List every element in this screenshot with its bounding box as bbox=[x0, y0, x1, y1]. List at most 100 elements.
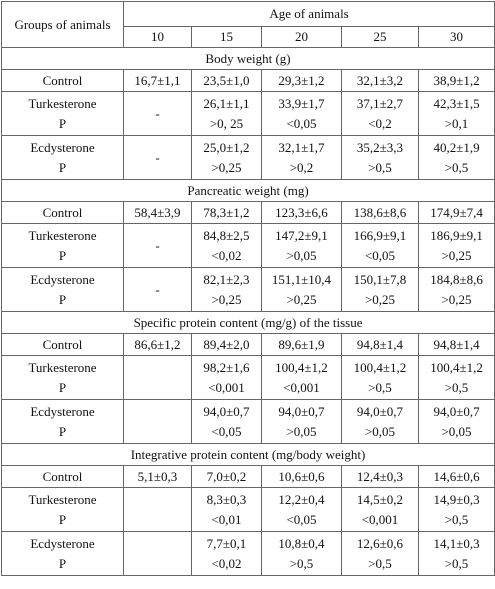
value-cell: 100,4±1,2 >0,5 bbox=[417, 355, 495, 400]
value-cell: 25,0±1,2 >0,25 bbox=[191, 135, 262, 180]
p-value: >0,2 bbox=[289, 159, 314, 175]
group-cell: Turkesterone P bbox=[1, 487, 124, 532]
age-cell: 10 bbox=[123, 26, 192, 48]
p-label: P bbox=[58, 555, 67, 571]
value-cell bbox=[123, 399, 192, 444]
section-row: Specific protein content (mg/g) of the t… bbox=[0, 311, 495, 334]
value: 166,9±9,1 bbox=[353, 227, 407, 243]
group-name: Control bbox=[42, 468, 83, 484]
p-value: >0,5 bbox=[444, 159, 469, 175]
value-cell: 10,6±0,6 bbox=[261, 465, 342, 488]
value: 7,7±0,1 bbox=[206, 535, 247, 551]
p-label: P bbox=[58, 511, 67, 527]
value: 26,1±1,1 bbox=[203, 95, 250, 111]
group-cell: Control bbox=[1, 465, 124, 488]
value-cell: 89,4±2,0 bbox=[191, 333, 262, 356]
group-cell: Ecdysterone P bbox=[1, 135, 124, 180]
value-cell: 151,1±10,4 >0,25 bbox=[261, 267, 342, 312]
value: 94,0±0,7 bbox=[203, 403, 250, 419]
group-cell: Turkesterone P bbox=[1, 223, 124, 268]
value: 78,3±1,2 bbox=[203, 204, 250, 220]
p-value: >0,25 bbox=[441, 291, 472, 307]
group-name: Ecdysterone bbox=[30, 403, 95, 419]
value-cell: 98,2±1,6 <0,001 bbox=[191, 355, 262, 400]
p-value: >0,5 bbox=[444, 555, 469, 571]
p-value: >0,5 bbox=[289, 555, 314, 571]
value: 94,8±1,4 bbox=[433, 336, 480, 352]
p-value: >0,05 bbox=[441, 423, 472, 439]
value-cell: 8,3±0,3 <0,01 bbox=[191, 487, 262, 532]
p-value: >0,5 bbox=[368, 555, 392, 571]
value-cell: 58,4±3,9 bbox=[123, 201, 192, 224]
value: 23,5±1,0 bbox=[203, 72, 250, 88]
p-value: >0,5 bbox=[368, 159, 392, 175]
data-row: Ecdysterone P - 25,0±1,2 >0,25 32,1±1,7 >0,2 35… bbox=[1, 135, 495, 180]
value: 100,4±1,2 bbox=[353, 359, 407, 375]
group-name: Turkesterone bbox=[28, 359, 97, 375]
data-row: Control 5,1±0,3 7,0±0,2 10,6±0,6 12,4±0,3 14,… bbox=[1, 465, 495, 488]
p-value: <0,05 bbox=[286, 511, 317, 527]
value-cell: 7,7±0,1 <0,02 bbox=[191, 531, 262, 576]
value-cell: 12,6±0,6 >0,5 bbox=[341, 531, 419, 576]
value: - bbox=[155, 237, 160, 253]
value-cell bbox=[123, 531, 192, 576]
data-row: Control 58,4±3,9 78,3±1,2 123,3±6,6 138,6±8,… bbox=[1, 201, 495, 224]
value-cell: 40,2±1,9 >0,5 bbox=[417, 135, 495, 180]
value: 58,4±3,9 bbox=[134, 204, 181, 220]
data-table: Groups of animals Age of animals 10 15 20 25 3… bbox=[0, 1, 495, 576]
value-cell: - bbox=[123, 135, 192, 180]
section-row: Integrative protein content (mg/body wei… bbox=[0, 443, 495, 466]
value-cell: 35,2±3,3 >0,5 bbox=[341, 135, 419, 180]
value: 186,9±9,1 bbox=[430, 227, 483, 243]
value-cell: 38,9±1,2 bbox=[417, 69, 495, 92]
p-value: <0,05 bbox=[286, 115, 317, 131]
value-cell: 78,3±1,2 bbox=[191, 201, 262, 224]
value-cell: 94,8±1,4 bbox=[341, 333, 419, 356]
p-value: >0,25 bbox=[211, 159, 242, 175]
section-row: Body weight (g) bbox=[0, 47, 495, 70]
value: 14,5±0,2 bbox=[356, 491, 404, 507]
value-cell: 26,1±1,1 >0, 25 bbox=[191, 91, 262, 136]
p-value: >0,5 bbox=[444, 379, 469, 395]
value-cell: 29,3±1,2 bbox=[261, 69, 342, 92]
group-name: Ecdysterone bbox=[30, 139, 95, 155]
group-cell: Control bbox=[1, 69, 124, 92]
p-label: P bbox=[58, 247, 67, 263]
p-value: >0,05 bbox=[286, 247, 317, 263]
value-cell: 7,0±0,2 bbox=[191, 465, 262, 488]
value-cell: 23,5±1,0 bbox=[191, 69, 262, 92]
value-cell: 84,8±2,5 <0,02 bbox=[191, 223, 262, 268]
age-cell: 20 bbox=[261, 26, 342, 48]
p-value: >0,25 bbox=[211, 291, 242, 307]
value: - bbox=[155, 149, 160, 165]
value: 86,6±1,2 bbox=[134, 336, 181, 352]
p-value: >0,05 bbox=[286, 423, 317, 439]
p-value: <0,01 bbox=[211, 511, 242, 527]
value: - bbox=[155, 281, 160, 297]
section-title: Body weight (g) bbox=[0, 47, 495, 70]
value: 37,1±2,7 bbox=[356, 95, 404, 111]
age-cell: 15 bbox=[191, 26, 262, 48]
group-name: Control bbox=[42, 204, 83, 220]
value: 12,6±0,6 bbox=[356, 535, 404, 551]
value-cell: 166,9±9,1 <0,05 bbox=[341, 223, 419, 268]
value: 42,3±1,5 bbox=[433, 95, 480, 111]
age-cell: 30 bbox=[417, 26, 495, 48]
value: 89,6±1,9 bbox=[278, 336, 325, 352]
value: 33,9±1,7 bbox=[278, 95, 325, 111]
value: 138,6±8,6 bbox=[353, 204, 407, 220]
value: 147,2±9,1 bbox=[275, 227, 328, 243]
value-cell: 94,0±0,7 <0,05 bbox=[191, 399, 262, 444]
group-cell: Control bbox=[1, 333, 124, 356]
value: 151,1±10,4 bbox=[271, 271, 332, 287]
p-value: <0,05 bbox=[211, 423, 242, 439]
header-cell: Age of animals bbox=[122, 1, 495, 27]
section-title: Pancreatic weight (mg) bbox=[0, 179, 495, 202]
value: 16,7±1,1 bbox=[134, 72, 181, 88]
value-cell: 89,6±1,9 bbox=[261, 333, 342, 356]
group-cell: Turkesterone P bbox=[1, 355, 124, 400]
value-cell: 123,3±6,6 bbox=[261, 201, 342, 224]
value-cell: 37,1±2,7 <0,2 bbox=[341, 91, 419, 136]
value: 94,0±0,7 bbox=[278, 403, 325, 419]
data-row: Ecdysterone P - 82,1±2,3 >0,25 151,1±10,4 >0,2… bbox=[1, 267, 495, 312]
